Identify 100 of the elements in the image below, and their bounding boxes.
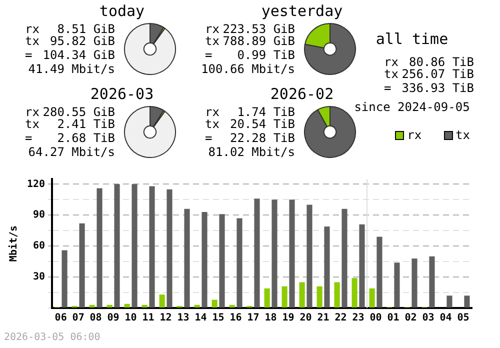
bar [306,204,312,308]
text: rx [205,22,220,36]
text: 336.93 TiB [402,81,474,95]
x-tick-label: 14 [194,312,207,324]
y-axis-title: Mbit/s [8,225,20,262]
bar [142,304,148,308]
x-tick-label: 15 [212,312,224,324]
bar [264,288,270,308]
text: 256.07 TiB [402,67,474,81]
text: 100.66 Mbit/s [200,62,295,76]
bar [254,198,260,308]
x-tick-label: 02 [404,312,417,324]
bar [429,256,435,308]
bar [106,304,112,308]
bar [342,208,348,308]
x-tick-label: 05 [457,312,470,324]
y-tick-label: 120 [27,178,46,190]
text: 788.89 GiB [222,34,295,48]
bar [334,282,340,308]
bar [124,304,130,308]
legend-label: tx [456,128,470,142]
x-tick-label: 12 [160,312,172,324]
bar [369,288,375,308]
x-tick-label: 21 [317,312,330,324]
text: 2.68 TiB [57,131,115,145]
bar [149,186,155,308]
bar [219,214,225,308]
x-tick-label: 04 [440,312,452,324]
bar [412,258,418,308]
x-tick-label: 09 [107,312,120,324]
bar [159,294,165,308]
text: tx [25,34,40,48]
bar [464,296,470,308]
bar [359,224,365,308]
x-tick-label: 08 [90,312,102,324]
text: 1.74 TiB [237,105,295,119]
bar [446,296,452,308]
bar [62,250,68,308]
chart-title: yesterday [260,2,344,20]
x-tick-label: 13 [177,312,190,324]
text: 80.86 TiB [408,55,474,69]
bar [114,184,120,308]
x-tick-label: 23 [352,312,364,324]
bar [132,184,138,308]
text: rx [205,105,220,119]
x-tick-label: 16 [230,312,242,324]
bar [299,282,305,308]
x-tick-label: 17 [247,312,260,324]
bar [96,188,102,308]
x-tick-label: 07 [72,312,84,324]
x-tick-label: 18 [264,312,277,324]
bar [89,304,95,308]
text: = [25,48,32,62]
text: 2026-03-05 06:00 [4,332,100,343]
x-tick-label: 11 [142,312,154,324]
text: since 2024-09-05 [353,100,471,114]
y-tick-label: 90 [33,210,46,221]
text: = [205,48,212,62]
bar [236,218,242,308]
bar [289,200,295,308]
text: = [384,81,392,95]
x-tick-label: 03 [422,312,434,324]
text: rx [25,105,40,119]
y-tick-label: 60 [33,240,46,252]
text: 64.27 Mbit/s [27,145,115,159]
text: 22.28 TiB [230,131,295,145]
text: 20.54 TiB [230,117,295,131]
bar [166,189,172,308]
text: 95.82 GiB [50,34,115,48]
y-tick-label: 30 [33,272,46,283]
bar [352,278,358,308]
bar [202,212,208,308]
text: 8.51 GiB [57,22,115,36]
bar [376,236,382,308]
bar [316,286,322,308]
text: tx [205,34,220,48]
text: 81.02 Mbit/s [207,145,295,159]
text: tx [205,117,220,131]
chart-title: 2026-03 [89,85,155,103]
bar [272,200,278,308]
text: rx [384,55,398,69]
text: 0.99 TiB [237,48,295,62]
bar [184,208,190,308]
text: 2.41 TiB [57,117,115,131]
x-tick-label: 06 [54,312,67,324]
chart-title: today [98,2,146,20]
bar [212,300,218,308]
x-tick-label: 01 [387,312,400,324]
text: 280.55 GiB [42,105,115,119]
text: tx [25,117,40,131]
x-tick-label: 10 [124,312,137,324]
bar [282,286,288,308]
chart-title: 2026-02 [270,85,334,103]
text: 41.49 Mbit/s [27,62,115,76]
x-tick-label: 20 [300,312,312,324]
bar [324,226,330,308]
text: = [25,131,32,145]
x-tick-label: 22 [334,312,347,324]
text: all time [374,30,450,48]
x-tick-label: 00 [370,312,382,324]
